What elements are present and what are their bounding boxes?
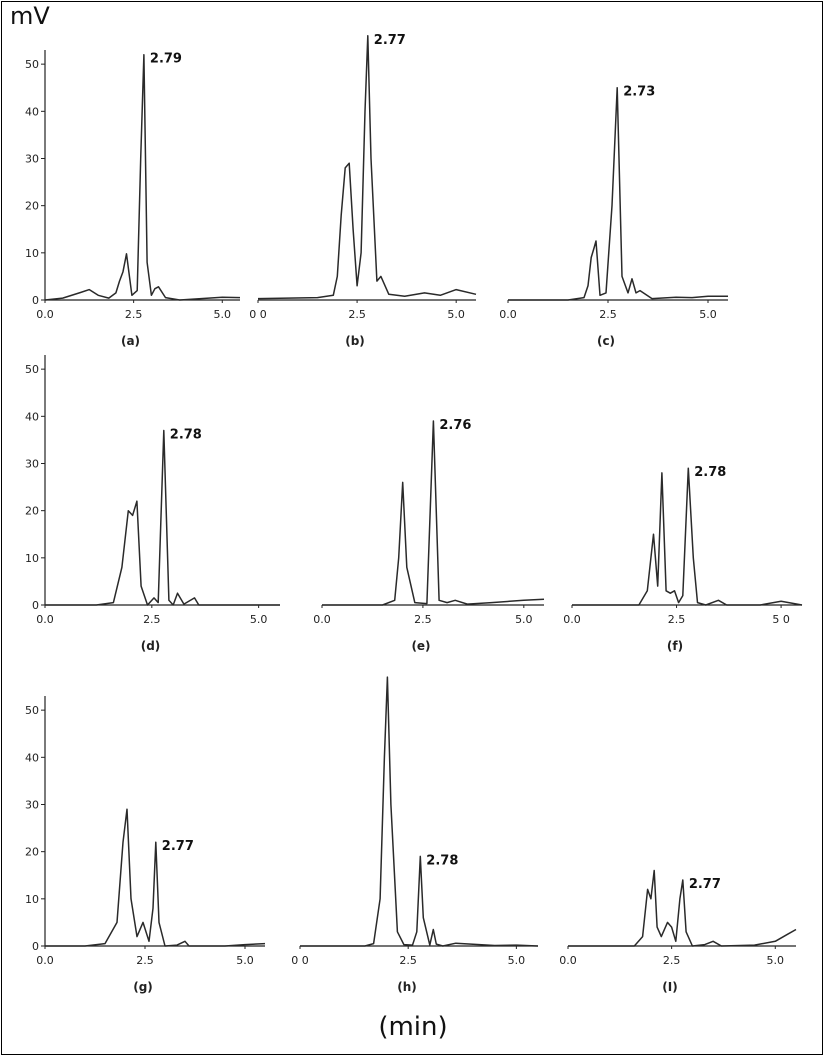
y-tick-label: 30 (25, 152, 39, 165)
x-tick-label: 0.0 (36, 308, 54, 321)
x-tick-label: 2.5 (125, 308, 143, 321)
y-tick-label: 10 (25, 247, 39, 260)
y-unit-label: mV (10, 2, 50, 30)
x-tick-label: 0 0 (291, 954, 309, 967)
x-tick-label: 5.0 (508, 954, 526, 967)
panel-label: (d) (141, 639, 161, 653)
x-tick-label: 2.5 (414, 613, 432, 626)
peak-retention-label: 2.73 (623, 85, 655, 100)
x-tick-label: 5.0 (767, 954, 785, 967)
panel-8: 0 0 2.5 5.0 2.78 (h) (291, 676, 539, 994)
y-tick-label: 0 (32, 940, 39, 953)
panel-label: (c) (597, 334, 615, 348)
panel-9: 0.0 2.5 5.0 2.77 (I) (559, 869, 797, 994)
panel-7: 0 10 20 30 40 50 0.0 2.5 5.0 2.77 (g) (25, 696, 266, 994)
y-tick-label: 30 (25, 457, 39, 470)
panel-label: (b) (345, 334, 365, 348)
chromatogram-line (45, 429, 280, 606)
panel-label: (f) (667, 639, 683, 653)
x-tick-label: 5.0 (447, 308, 465, 321)
y-tick-label: 40 (25, 105, 39, 118)
x-tick-label: 5.0 (214, 308, 232, 321)
panel-label: (I) (662, 980, 677, 994)
x-tick-label: 0.0 (36, 613, 54, 626)
y-tick-label: 30 (25, 798, 39, 811)
x-unit-label: (min) (378, 1012, 448, 1042)
x-tick-label: 2.5 (143, 613, 161, 626)
panel-label: (g) (133, 980, 153, 994)
chromatogram-line (257, 35, 477, 300)
peak-retention-label: 2.77 (374, 33, 406, 48)
y-tick-label: 10 (25, 552, 39, 565)
chromatogram-line (508, 86, 728, 301)
y-tick-label: 20 (25, 846, 39, 859)
peak-retention-label: 2.79 (150, 52, 182, 67)
x-tick-label: 0.0 (36, 954, 54, 967)
y-tick-label: 20 (25, 200, 39, 213)
x-tick-label: 5.0 (236, 954, 254, 967)
x-tick-label: 5 0 (772, 613, 790, 626)
x-tick-label: 5.0 (250, 613, 268, 626)
y-tick-label: 40 (25, 410, 39, 423)
y-tick-label: 10 (25, 893, 39, 906)
chromatogram-line (322, 420, 545, 606)
x-tick-label: 2.5 (399, 954, 417, 967)
y-tick-label: 0 (32, 294, 39, 307)
panel-label: (e) (411, 639, 430, 653)
peak-retention-label: 2.78 (694, 465, 726, 480)
x-tick-label: 5.0 (515, 613, 533, 626)
y-tick-label: 50 (25, 704, 39, 717)
y-tick-label: 20 (25, 505, 39, 518)
chromatogram-line (300, 676, 539, 947)
x-tick-label: 0.0 (499, 308, 517, 321)
chromatogram-line (44, 53, 241, 301)
panel-5: 0.0 2.5 5.0 2.76 (e) (313, 418, 545, 653)
x-tick-label: 0.0 (563, 613, 581, 626)
x-tick-label: 0.0 (313, 613, 331, 626)
y-tick-label: 0 (32, 599, 39, 612)
x-tick-label: 2.5 (348, 308, 366, 321)
peak-retention-label: 2.77 (162, 839, 194, 854)
x-tick-label: 0 0 (249, 308, 267, 321)
chromatogram-line (568, 869, 797, 947)
panel-1: 0 10 20 30 40 50 0.0 2.5 5.0 2.79 (a) (25, 50, 241, 348)
panel-2: 0 0 2.5 5.0 2.77 (b) (249, 33, 477, 348)
peak-retention-label: 2.78 (426, 853, 458, 868)
y-tick-label: 50 (25, 58, 39, 71)
y-tick-label: 40 (25, 751, 39, 764)
panel-4: 0 10 20 30 40 50 0.0 2.5 5.0 2.78 (d) (25, 355, 280, 653)
panel-3: 0.0 2.5 5.0 2.73 (c) (499, 85, 728, 348)
x-tick-label: 5.0 (699, 308, 717, 321)
y-tick-label: 50 (25, 363, 39, 376)
peak-retention-label: 2.76 (439, 418, 471, 433)
x-tick-label: 2.5 (668, 613, 686, 626)
peak-retention-label: 2.77 (689, 877, 721, 892)
chromatogram-line (572, 467, 803, 606)
x-tick-label: 2.5 (599, 308, 617, 321)
peak-retention-label: 2.78 (170, 427, 202, 442)
x-tick-label: 2.5 (663, 954, 681, 967)
panel-label: (a) (121, 334, 140, 348)
chromatogram-line (45, 808, 266, 947)
panel-6: 0.0 2.5 5 0 2.78 (f) (563, 465, 803, 653)
x-tick-label: 0.0 (559, 954, 577, 967)
panel-label: (h) (397, 980, 417, 994)
x-tick-label: 2.5 (136, 954, 154, 967)
